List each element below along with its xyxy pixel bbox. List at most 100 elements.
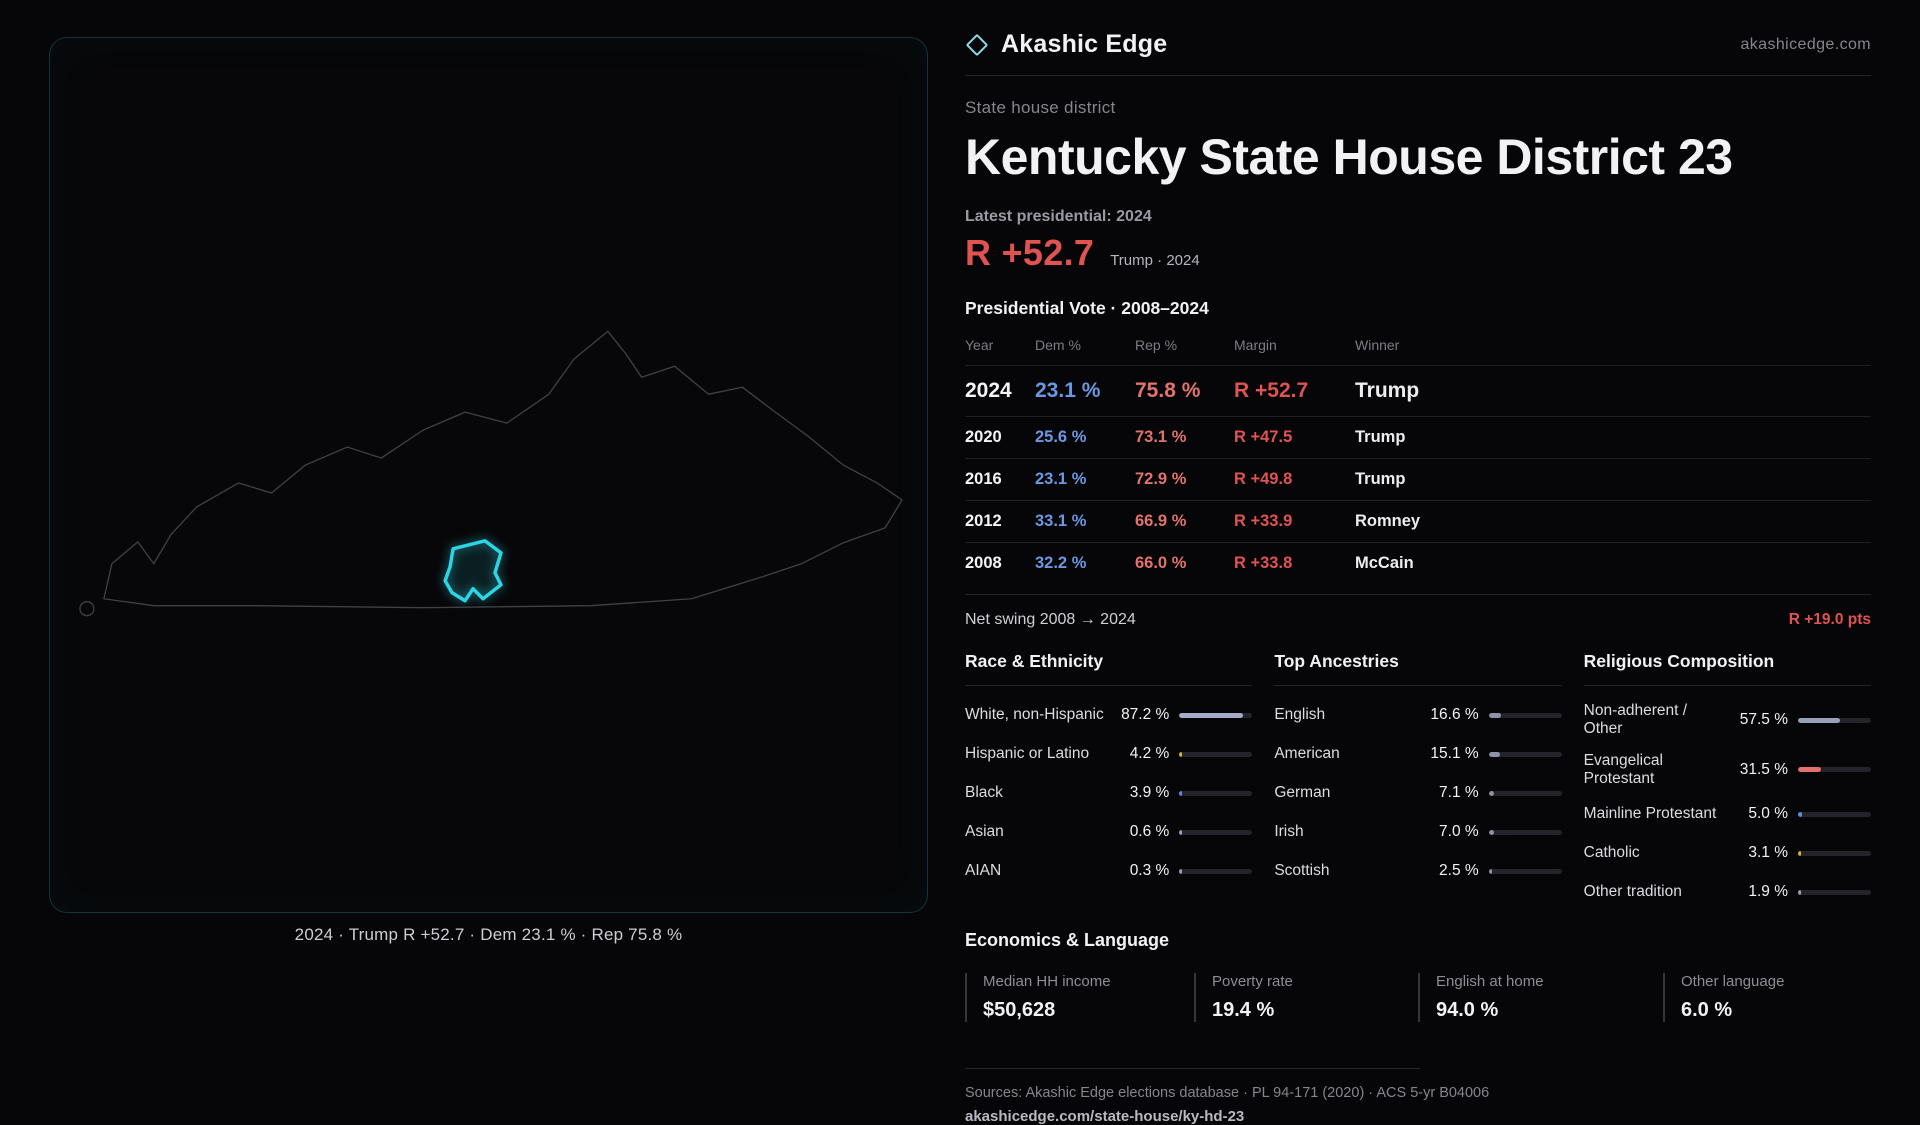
demo-row: Black 3.9 % (965, 780, 1253, 806)
margin-cell: R +52.7 (1234, 379, 1309, 402)
demo-row: American 15.1 % (1274, 741, 1562, 767)
footer-sources: Sources: Akashic Edge elections database… (965, 1085, 1490, 1102)
dem-cell: 32.2 % (1035, 554, 1087, 572)
col-winner: Winner (1355, 337, 1400, 353)
stat-label: English at home (1436, 973, 1544, 991)
vote-table-header: Year Dem % Rep % Margin Winner (965, 325, 1871, 365)
demo-row: English 16.6 % (1274, 702, 1562, 728)
footer-url: akashicedge.com/state-house/ky-hd-23 (965, 1108, 1245, 1125)
col-rep: Rep % (1135, 337, 1178, 353)
year-cell: 2008 (965, 554, 1002, 572)
demo-label: Asian (965, 822, 1004, 840)
demo-label: Scottish (1274, 861, 1330, 879)
page-title: Kentucky State House District 23 (965, 129, 1733, 185)
brand-diamond-icon (965, 33, 989, 56)
race-title: Race & Ethnicity (965, 651, 1253, 686)
demo-bar (1179, 751, 1253, 757)
demo-row: Other tradition 1.9 % (1584, 879, 1871, 905)
demo-bar (1488, 712, 1562, 718)
kentucky-bend-outline (79, 601, 95, 617)
demo-row: Catholic 3.1 % (1584, 840, 1871, 866)
demo-row: Scottish 2.5 % (1274, 858, 1562, 884)
margin-cell: R +49.8 (1234, 470, 1293, 488)
header: Akashic Edge akashicedge.com (965, 30, 1871, 76)
winner-cell: McCain (1355, 554, 1414, 572)
dem-cell: 33.1 % (1035, 512, 1087, 530)
winner-cell: Trump (1355, 379, 1420, 402)
demo-row: AIAN 0.3 % (965, 858, 1253, 884)
brand-domain: akashicedge.com (1740, 35, 1871, 53)
headline-margin-value: R +52.7 (965, 232, 1095, 273)
year-cell: 2024 (965, 379, 1012, 402)
demo-value: 2.5 % (1439, 862, 1479, 879)
net-swing-label: Net swing 2008 → 2024 (965, 611, 1136, 628)
rep-cell: 66.0 % (1135, 554, 1187, 572)
stat-label: Median HH income (983, 973, 1111, 991)
col-year: Year (965, 337, 994, 353)
demo-value: 87.2 % (1121, 706, 1170, 723)
col-dem: Dem % (1035, 337, 1081, 353)
content-panel: Akashic Edge akashicedge.com State house… (965, 30, 1871, 1125)
ancestry-title: Top Ancestries (1274, 651, 1562, 686)
demo-bar-fill (1488, 712, 1501, 718)
demo-row: Asian 0.6 % (965, 819, 1253, 845)
stat-value: 19.4 % (1212, 999, 1275, 1022)
stat-label: Other language (1681, 973, 1785, 991)
demo-label: AIAN (965, 861, 1002, 879)
stat-poverty-rate: Poverty rate 19.4 % (1194, 973, 1418, 1023)
stat-english-at-home: English at home 94.0 % (1418, 973, 1663, 1023)
demo-value: 57.5 % (1739, 711, 1788, 729)
demo-bar-fill (1179, 868, 1183, 874)
demo-value: 0.6 % (1129, 823, 1170, 840)
margin-cell: R +33.9 (1234, 512, 1293, 530)
headline-margin-sub: Trump · 2024 (1110, 252, 1200, 269)
dem-cell: 23.1 % (1035, 379, 1101, 402)
vote-row-2008: 2008 32.2 % 66.0 % R +33.8 McCain (965, 542, 1871, 584)
year-cell: 2016 (965, 470, 1002, 488)
demo-bar (1179, 712, 1253, 718)
religion-column: Religious Composition Non-adherent / Oth… (1583, 651, 1871, 918)
demo-bar-fill (1798, 889, 1801, 895)
demo-label: Catholic (1583, 843, 1640, 861)
demo-bar (1488, 829, 1562, 835)
demo-value: 31.5 % (1739, 760, 1788, 778)
religion-title: Religious Composition (1583, 651, 1871, 686)
brand-name: Akashic Edge (1001, 30, 1168, 58)
demo-row: Irish 7.0 % (1274, 819, 1562, 845)
demo-bar-fill (1798, 811, 1802, 817)
rep-cell: 66.9 % (1135, 512, 1187, 530)
demo-value: 4.2 % (1129, 745, 1170, 762)
economics-title: Economics & Language (965, 930, 1170, 951)
demo-row: White, non-Hispanic 87.2 % (965, 702, 1253, 728)
rep-cell: 72.9 % (1135, 470, 1187, 488)
kentucky-map (79, 330, 903, 617)
winner-cell: Trump (1355, 428, 1406, 446)
demo-bar (1179, 829, 1253, 835)
demo-bar-fill (1488, 829, 1494, 835)
net-swing-value: R +19.0 pts (1788, 611, 1871, 628)
demo-row: Mainline Protestant 5.0 % (1584, 801, 1871, 827)
stat-label: Poverty rate (1212, 973, 1293, 991)
dem-cell: 23.1 % (1035, 470, 1087, 488)
demo-bar-fill (1179, 751, 1183, 757)
map-caption: 2024 · Trump R +52.7 · Dem 23.1 % · Rep … (294, 925, 683, 944)
demo-value: 15.1 % (1430, 745, 1479, 762)
demo-bar-fill (1798, 767, 1821, 773)
demo-value: 5.0 % (1748, 805, 1788, 823)
demo-value: 1.9 % (1748, 883, 1788, 901)
rep-cell: 75.8 % (1135, 379, 1201, 402)
vote-row-2012: 2012 33.1 % 66.9 % R +33.9 Romney (965, 500, 1871, 542)
vote-table-title: Presidential Vote · 2008–2024 (965, 298, 1209, 318)
demographics-section: Race & Ethnicity White, non-Hispanic 87.… (965, 651, 1871, 918)
demo-label: Other tradition (1583, 882, 1682, 900)
demo-bar-fill (1798, 850, 1801, 856)
year-cell: 2020 (965, 428, 1002, 446)
col-margin: Margin (1234, 337, 1277, 353)
demo-value: 3.9 % (1129, 784, 1170, 801)
demo-value: 0.3 % (1129, 862, 1170, 879)
demo-label: Evangelical Protestant (1583, 751, 1663, 787)
demo-value: 16.6 % (1430, 706, 1479, 723)
demo-value: 3.1 % (1748, 844, 1788, 862)
ancestry-column: Top Ancestries English 16.6 % American 1… (1274, 651, 1562, 918)
vote-table: Year Dem % Rep % Margin Winner 2024 23.1… (965, 325, 1871, 584)
